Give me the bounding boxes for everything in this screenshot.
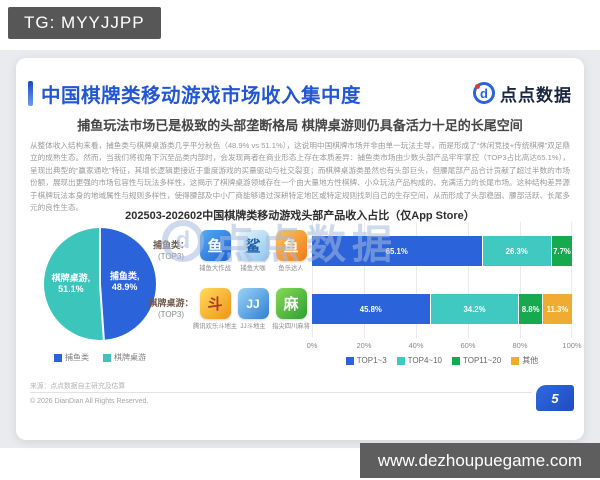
- axis-tick: 20%: [356, 341, 372, 350]
- pie-legend-item: 捕鱼类: [54, 352, 89, 363]
- pie-chart-block: 捕鱼类, 48.9% 棋牌桌游, 51.1% 捕鱼类 棋牌桌游: [30, 228, 170, 363]
- app-name: 腾讯欢乐斗地主: [192, 323, 238, 330]
- pie-legend: 捕鱼类 棋牌桌游: [30, 352, 170, 363]
- report-card: 中国棋牌类移动游戏市场收入集中度 d 点点数据 捕鱼玩法市场已是极致的头部垄断格…: [16, 58, 584, 440]
- legend-swatch: [345, 356, 354, 365]
- subtitle: 捕鱼玩法市场已是极致的头部垄断格局 棋牌桌游则仍具备活力十足的长尾空间: [77, 118, 523, 133]
- bar-segment-TOP4~10: 34.2%: [430, 294, 519, 324]
- row-app-icons: 斗腾讯欢乐斗地主 JJ JJ斗地主麻指尖四川麻将: [193, 288, 312, 330]
- bar-segment-TOP11~20: 8.8%: [519, 294, 542, 324]
- card-header: 中国棋牌类移动游戏市场收入集中度 d 点点数据: [28, 78, 572, 108]
- app-icon-jj-doudizhu: JJ: [237, 288, 269, 319]
- bar-legend-item: TOP1~3: [345, 355, 387, 366]
- chart-title: 202503-202602中国棋牌类移动游戏头部产品收入占比（仅App Stor…: [125, 210, 475, 222]
- legend-swatch: [54, 353, 62, 362]
- chart-row: 棋牌桌游： (TOP3) 斗腾讯欢乐斗地主 JJ JJ斗地主麻指尖四川麻将 45.8% 34…: [144, 280, 572, 338]
- pie-slice-label: 棋牌桌游, 51.1%: [51, 272, 91, 295]
- app-item: 鲨捕鱼大咖: [236, 230, 270, 272]
- axis-tick: 0%: [306, 341, 318, 350]
- bar-track: 45.8% 34.2% 8.8% 11.3%: [312, 280, 572, 338]
- x-axis: 0% 20% 40% 60% 80% 100%: [307, 338, 582, 353]
- pie-legend-item: 棋牌桌游: [103, 352, 146, 363]
- header-title-group: 中国棋牌类移动游戏市场收入集中度: [28, 79, 361, 108]
- app-item: JJ JJ斗地主: [236, 288, 270, 330]
- footer-divider: [30, 392, 532, 393]
- app-name: JJ斗地主: [240, 323, 266, 330]
- page-number-tab: 5: [536, 385, 574, 411]
- row-label: 捕鱼类： (TOP3): [152, 240, 189, 261]
- row-label: 棋牌桌游： (TOP3): [148, 298, 194, 319]
- copyright-text: © 2026 DianDian All Rights Reserved.: [30, 398, 149, 405]
- app-icon-buyu-daka: 鲨: [237, 230, 269, 261]
- app-icon-sichuan-mahjong: 麻: [275, 288, 307, 319]
- logo-red-dot: [475, 84, 480, 89]
- logo-text: 点点数据: [500, 85, 572, 105]
- app-name: 鱼乐达人: [278, 265, 304, 272]
- bar-segment-TOP1~3: 45.8%: [312, 294, 430, 324]
- stacked-bar: 65.1% 26.3% 7.7%: [312, 236, 572, 266]
- stacked-bar: 45.8% 34.2% 8.8% 11.3%: [312, 294, 572, 324]
- row-app-icons: 鱼捕鱼大作战鲨捕鱼大咖鱼鱼乐达人: [198, 230, 312, 272]
- legend-swatch: [511, 356, 520, 365]
- bar-rows: 捕鱼类： (TOP3) 鱼捕鱼大作战鲨捕鱼大咖鱼鱼乐达人 65.1% 26.3% 7.7%…: [144, 222, 572, 338]
- app-icon-buyu-dazuozhan: 鱼: [199, 230, 231, 261]
- bar-legend: TOP1~3 TOP4~10 TOP11~20 其他: [312, 355, 572, 366]
- bar-track: 65.1% 26.3% 7.7%: [312, 222, 572, 280]
- app-name: 指尖四川麻将: [272, 323, 310, 330]
- legend-swatch: [103, 353, 111, 362]
- page-title: 中国棋牌类移动游戏市场收入集中度: [41, 84, 362, 107]
- app-item: 鱼捕鱼大作战: [198, 230, 232, 272]
- analysis-paragraph: 从整体收入结构来看，捕鱼类与棋牌桌游类几乎平分秋色（48.9% vs 51.1%…: [30, 141, 570, 212]
- telegram-contact-badge: TG: MYYJJPP: [8, 7, 161, 39]
- app-name: 捕鱼大作战: [199, 265, 231, 272]
- source-note: 来源：点点数据自主研究及估算: [30, 383, 126, 390]
- bar-segment-TOP11~20: 7.7%: [551, 236, 572, 266]
- diandian-logo-icon: d: [473, 82, 495, 104]
- app-icon-yule-daren: 鱼: [275, 230, 307, 261]
- website-url-bar: www.dezhoupuegame.com: [359, 443, 600, 478]
- app-name: 捕鱼大咖: [240, 265, 266, 272]
- axis-tick: 40%: [408, 341, 424, 350]
- title-accent-bar: [28, 80, 33, 106]
- chart-row: 捕鱼类： (TOP3) 鱼捕鱼大作战鲨捕鱼大咖鱼鱼乐达人 65.1% 26.3% 7.7%: [144, 222, 572, 280]
- pie-chart: 捕鱼类, 48.9% 棋牌桌游, 51.1%: [44, 228, 156, 340]
- app-item: 麻指尖四川麻将: [272, 288, 310, 330]
- diandian-logo: d 点点数据: [473, 81, 572, 106]
- pie-slice-divider: [99, 228, 101, 284]
- bar-legend-item: TOP11~20: [452, 355, 501, 366]
- pie-slice-label: 捕鱼类, 48.9%: [109, 270, 140, 293]
- legend-swatch: [396, 356, 405, 365]
- axis-tick: 80%: [512, 341, 528, 350]
- axis-tick: 60%: [460, 341, 476, 350]
- stacked-bar-chart: 捕鱼类： (TOP3) 鱼捕鱼大作战鲨捕鱼大咖鱼鱼乐达人 65.1% 26.3% 7.7%…: [144, 222, 582, 366]
- bar-segment-TOP1~3: 65.1%: [312, 236, 482, 266]
- app-item: 鱼鱼乐达人: [274, 230, 308, 272]
- bar-segment-其他: 11.3%: [542, 294, 572, 324]
- app-item: 斗腾讯欢乐斗地主: [193, 288, 237, 330]
- bar-legend-item: 其他: [511, 355, 538, 366]
- bar-legend-item: TOP4~10: [396, 355, 442, 366]
- app-icon-huanle-doudizhu: 斗: [199, 288, 231, 319]
- bar-segment-TOP4~10: 26.3%: [482, 236, 551, 266]
- logo-letter: d: [480, 85, 488, 101]
- legend-swatch: [452, 356, 460, 365]
- axis-tick: 100%: [562, 341, 582, 350]
